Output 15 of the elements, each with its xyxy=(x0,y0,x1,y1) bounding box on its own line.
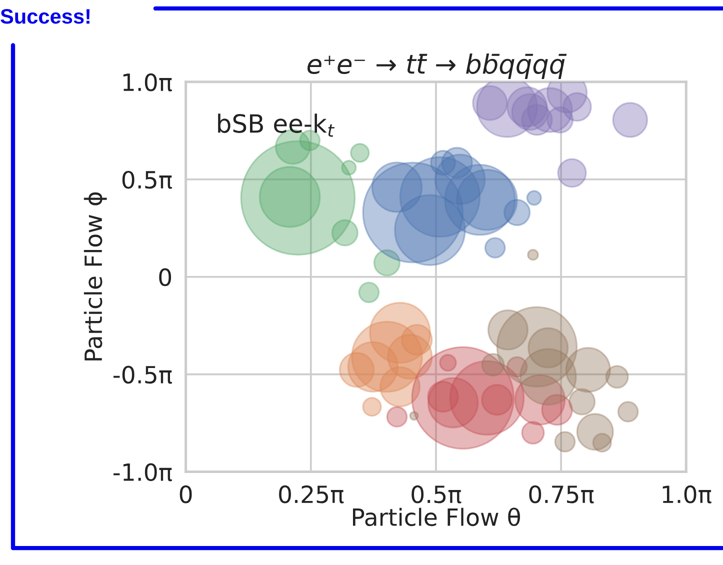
annotation: bSB ee-k$_{t}$ xyxy=(218,114,335,137)
x-tick-label: 0.5π xyxy=(412,485,462,504)
text: Success! xyxy=(0,9,90,24)
x-tick-label: 0.75π xyxy=(529,485,594,504)
y-tick-label: 1.0π xyxy=(123,73,172,92)
x-tick-label: 0.25π xyxy=(279,485,344,504)
y-axis-title: Particle Flow ϕ xyxy=(84,192,107,360)
x-tick-label: 1.0π xyxy=(662,485,712,504)
chart-title: e⁺e⁻ → tt̄ → bb̄qq̄qq̄ xyxy=(308,54,567,80)
x-tick-label: 0 xyxy=(180,485,192,504)
y-tick-label: 0.5π xyxy=(122,170,172,189)
y-tick-label: -1.0π xyxy=(113,463,172,482)
x-axis-title: Particle Flow θ xyxy=(352,508,520,526)
y-tick-label: -0.5π xyxy=(113,366,172,384)
y-tick-label: 0 xyxy=(159,268,172,286)
